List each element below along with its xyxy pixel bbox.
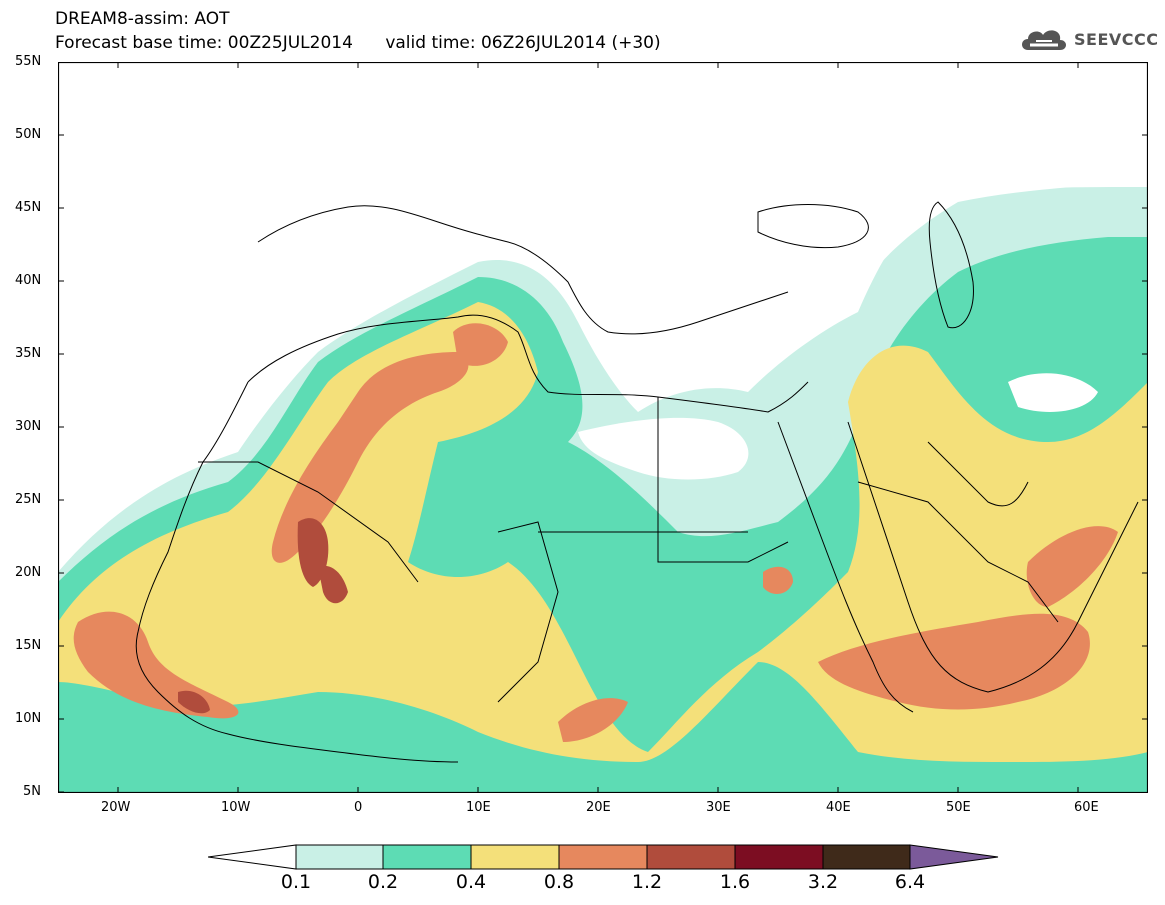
colorbar-seg-1.2-1.6: [646, 844, 736, 870]
colorbar-label-0.4: 0.4: [455, 871, 487, 893]
border-sudan: [538, 531, 789, 563]
colorbar-seg-0.2-0.4: [382, 844, 472, 870]
coastlines: [135, 201, 1139, 763]
lat-label-45n: 45N: [15, 200, 42, 215]
lat-label-40n: 40N: [15, 273, 42, 288]
aot-plume-tunisia: [453, 323, 508, 366]
lon-label-50e: 50E: [946, 800, 971, 815]
colorbar-label-3.2: 3.2: [807, 871, 839, 893]
colorbar-label-0.2: 0.2: [367, 871, 399, 893]
colorbar-seg-1.6-3.2: [734, 844, 824, 870]
colorbar-label-6.4: 6.4: [894, 871, 926, 893]
lat-label-35n: 35N: [15, 346, 42, 361]
coastline-caspian: [928, 201, 974, 329]
aot-field: [58, 62, 1148, 793]
colorbar-label-1.2: 1.2: [631, 871, 663, 893]
lat-label-25n: 25N: [15, 492, 42, 507]
aot-plume-sahara: [271, 352, 469, 563]
lat-label-10n: 10N: [15, 711, 42, 726]
lat-label-20n: 20N: [15, 565, 42, 580]
iran-clear-patch: [1008, 373, 1098, 412]
map-border: [58, 62, 1148, 793]
lat-label-30n: 30N: [15, 419, 42, 434]
lon-label-60e: 60E: [1074, 800, 1099, 815]
colorbar-label-0.1: 0.1: [280, 871, 312, 893]
coastline-persiangulf: [927, 441, 1029, 507]
lat-label-50n: 50N: [15, 127, 42, 142]
cloud-icon: [1022, 30, 1066, 50]
coastline-arabia: [847, 421, 1139, 693]
colorbar-lowend-arrow: [207, 844, 297, 870]
aot-plume-oman: [1026, 526, 1118, 607]
colorbar-label-0.8: 0.8: [543, 871, 575, 893]
map-title: DREAM8-assim: AOT: [55, 9, 230, 29]
lon-label-10e: 10E: [466, 800, 491, 815]
map-subtitle: Forecast base time: 00Z25JUL2014 valid t…: [55, 33, 661, 53]
libya-clear-patch: [578, 417, 749, 480]
aot-plume-arabia: [818, 613, 1090, 710]
colorbar-legend: [207, 842, 1000, 876]
lon-label-20w: 20W: [101, 800, 131, 815]
lat-label-5n: 5N: [23, 784, 41, 799]
coastline-westafrica: [135, 381, 459, 763]
coastline-northafrica: [247, 314, 809, 413]
lat-label-15n: 15N: [15, 638, 42, 653]
border-chad: [497, 521, 559, 703]
colorbar-highend-arrow: [909, 844, 999, 870]
logo: SEEVCCC: [1018, 22, 1159, 56]
colorbar-label-1.6: 1.6: [719, 871, 751, 893]
aot-plume-sudan: [763, 566, 793, 594]
lon-label-20e: 20E: [586, 800, 611, 815]
mediterranean-clear: [58, 62, 1148, 502]
aot-plume-westafrica: [73, 611, 239, 719]
lon-label-0: 0: [354, 800, 363, 815]
logo-text: SEEVCCC: [1074, 29, 1159, 49]
aot-core-guinea: [178, 690, 210, 714]
map-area: [58, 62, 1148, 793]
lon-label-10w: 10W: [221, 800, 251, 815]
coastline-redsea: [777, 421, 914, 713]
aot-plume-chad: [558, 698, 628, 742]
coastline-europe: [257, 205, 789, 335]
colorbar-seg-0.4-0.8: [470, 844, 560, 870]
lon-label-30e: 30E: [706, 800, 731, 815]
lat-label-55n: 55N: [15, 54, 42, 69]
coastline-blacksea: [757, 204, 869, 249]
colorbar-seg-0.8-1.2: [558, 844, 648, 870]
colorbar-seg-0.1-0.2: [295, 844, 384, 870]
aot-core-mali-2: [318, 565, 348, 604]
border-algeria-mali: [198, 461, 419, 583]
border-saudi: [857, 481, 1059, 623]
lon-label-40e: 40E: [826, 800, 851, 815]
colorbar-seg-3.2-6.4: [822, 844, 911, 870]
